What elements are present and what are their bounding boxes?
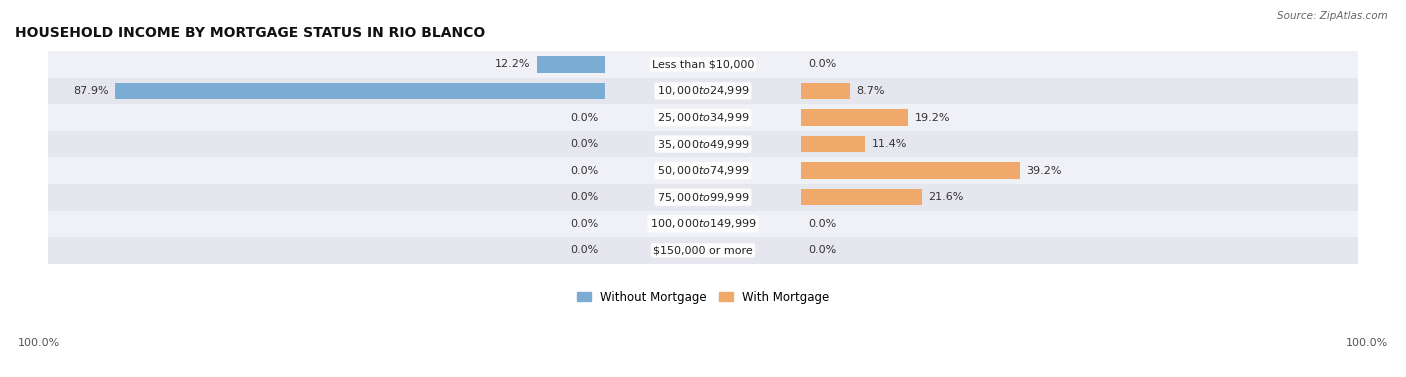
Text: 12.2%: 12.2%	[495, 59, 530, 69]
Text: 0.0%: 0.0%	[569, 139, 598, 149]
Bar	[115, 83, 605, 99]
Text: $50,000 to $74,999: $50,000 to $74,999	[657, 164, 749, 177]
Text: $100,000 to $149,999: $100,000 to $149,999	[650, 217, 756, 230]
Text: $10,000 to $24,999: $10,000 to $24,999	[657, 84, 749, 97]
Bar	[48, 210, 1358, 237]
Text: 11.4%: 11.4%	[872, 139, 907, 149]
Bar	[48, 78, 1358, 104]
Text: 0.0%: 0.0%	[569, 192, 598, 202]
Bar	[48, 51, 1358, 78]
Text: 0.0%: 0.0%	[808, 59, 837, 69]
Text: 0.0%: 0.0%	[808, 245, 837, 255]
Text: Less than $10,000: Less than $10,000	[652, 59, 754, 69]
Text: 39.2%: 39.2%	[1026, 166, 1062, 176]
Text: Source: ZipAtlas.com: Source: ZipAtlas.com	[1277, 11, 1388, 21]
Bar	[48, 157, 1358, 184]
Text: 19.2%: 19.2%	[915, 112, 950, 123]
Bar	[801, 136, 865, 152]
Text: 21.6%: 21.6%	[928, 192, 963, 202]
Text: HOUSEHOLD INCOME BY MORTGAGE STATUS IN RIO BLANCO: HOUSEHOLD INCOME BY MORTGAGE STATUS IN R…	[15, 26, 485, 40]
Bar	[801, 109, 908, 126]
Text: 0.0%: 0.0%	[569, 245, 598, 255]
Text: 8.7%: 8.7%	[856, 86, 884, 96]
Text: 0.0%: 0.0%	[569, 112, 598, 123]
Text: 0.0%: 0.0%	[569, 166, 598, 176]
Text: 0.0%: 0.0%	[808, 219, 837, 229]
Text: 100.0%: 100.0%	[1346, 338, 1388, 348]
Text: 87.9%: 87.9%	[73, 86, 108, 96]
Legend: Without Mortgage, With Mortgage: Without Mortgage, With Mortgage	[572, 286, 834, 308]
Text: 0.0%: 0.0%	[569, 219, 598, 229]
Bar	[48, 184, 1358, 210]
Bar	[801, 83, 849, 99]
Text: $75,000 to $99,999: $75,000 to $99,999	[657, 191, 749, 204]
Text: 100.0%: 100.0%	[18, 338, 60, 348]
Text: $25,000 to $34,999: $25,000 to $34,999	[657, 111, 749, 124]
Bar	[48, 104, 1358, 131]
Bar	[48, 237, 1358, 264]
Text: $35,000 to $49,999: $35,000 to $49,999	[657, 138, 749, 150]
Bar	[48, 131, 1358, 157]
Bar	[537, 56, 605, 73]
Text: $150,000 or more: $150,000 or more	[654, 245, 752, 255]
Bar	[801, 189, 921, 205]
Bar	[801, 162, 1019, 179]
